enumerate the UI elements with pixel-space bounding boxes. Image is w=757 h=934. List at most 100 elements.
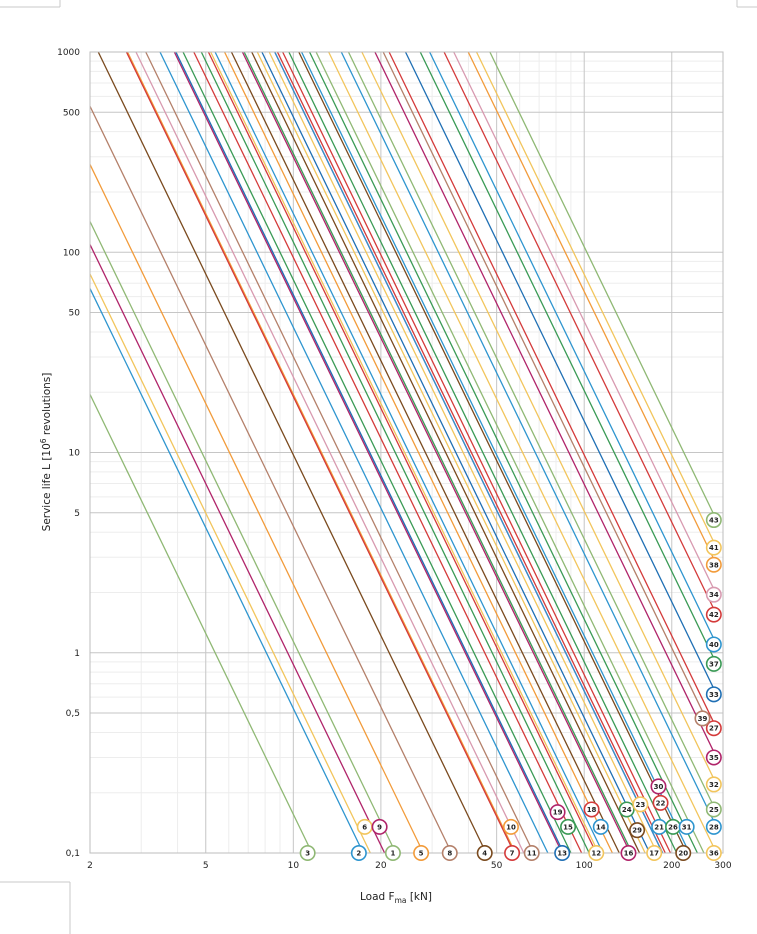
y-tick-label: 10 (69, 449, 81, 459)
x-tick-label: 200 (663, 861, 680, 871)
series-marker-25: 25 (705, 801, 722, 818)
marker-circle (592, 818, 609, 835)
series-line-37 (419, 51, 718, 665)
series-marker-1: 1 (384, 844, 401, 861)
series-marker-24: 24 (618, 801, 635, 818)
series-line-2 (89, 288, 364, 854)
series-marker-35: 35 (705, 749, 722, 766)
marker-label: 5 (419, 850, 424, 858)
marker-label: 17 (649, 850, 659, 858)
series-marker-18: 18 (583, 801, 600, 818)
series-line-25 (347, 51, 718, 813)
marker-circle (549, 804, 566, 821)
series-line-8 (89, 105, 453, 854)
marker-label: 40 (709, 641, 719, 649)
series-line-43 (489, 51, 718, 521)
marker-circle (413, 844, 430, 861)
marker-circle (705, 586, 722, 603)
series-marker-42: 42 (705, 606, 722, 623)
series-marker-29: 29 (629, 822, 646, 839)
marker-circle (705, 844, 722, 861)
series-marker-8: 8 (441, 844, 458, 861)
marker-circle (620, 844, 637, 861)
series-marker-9: 9 (371, 818, 388, 835)
series-line-33 (404, 51, 718, 695)
series-line-21 (274, 51, 664, 854)
marker-label: 2 (356, 850, 361, 858)
marker-label: 37 (709, 660, 719, 668)
series-line-42 (443, 51, 718, 615)
marker-label: 9 (377, 823, 382, 831)
series-marker-17: 17 (646, 844, 663, 861)
series-marker-2: 2 (350, 844, 367, 861)
marker-label: 36 (709, 850, 719, 858)
series-line-14 (214, 51, 604, 854)
y-tick-label: 1 (74, 649, 80, 659)
marker-circle (652, 794, 669, 811)
marker-label: 32 (709, 781, 719, 789)
series-marker-40: 40 (705, 636, 722, 653)
marker-circle (705, 686, 722, 703)
series-marker-5: 5 (413, 844, 430, 861)
series-line-15 (182, 51, 572, 854)
series-line-18 (207, 51, 597, 854)
marker-label: 1 (390, 850, 395, 858)
series-line-22 (276, 51, 666, 854)
marker-label: 6 (362, 823, 367, 831)
series-line-23 (256, 51, 646, 854)
series-marker-7: 7 (504, 844, 521, 861)
marker-label: 24 (622, 806, 632, 814)
marker-circle (705, 606, 722, 623)
marker-label: 20 (678, 850, 688, 858)
marker-label: 22 (656, 799, 666, 807)
series-marker-37: 37 (705, 655, 722, 672)
marker-label: 31 (682, 823, 692, 831)
series-line-9 (89, 244, 386, 854)
x-tick-label: 100 (576, 861, 593, 871)
marker-label: 18 (587, 806, 597, 814)
marker-label: 34 (709, 591, 719, 599)
x-tick-label: 5 (203, 861, 209, 871)
series-line-36 (328, 51, 718, 854)
series-line-26 (288, 51, 678, 854)
marker-label: 27 (709, 725, 719, 733)
series-line-19 (173, 51, 563, 854)
series-line-13 (175, 51, 565, 854)
series-line-7 (125, 51, 515, 854)
series-marker-28: 28 (705, 818, 722, 835)
plot-frame (89, 51, 724, 854)
y-tick-labels: 0,1 0,5 1 5 10 50 100 500 1000 (57, 48, 80, 859)
marker-label: 42 (709, 611, 719, 619)
marker-circle (705, 512, 722, 529)
series-line-17 (268, 51, 658, 854)
x-tick-label: 50 (491, 861, 503, 871)
x-axis-label: Load Fma [kN] (360, 891, 432, 905)
series-line-extra-2 (159, 51, 549, 854)
series-line-40 (429, 51, 718, 645)
marker-circle (502, 818, 519, 835)
series-marker-33: 33 (705, 686, 722, 703)
series-line-41 (475, 51, 718, 548)
x-tick-label: 300 (714, 861, 731, 871)
marker-circle (705, 636, 722, 653)
series-line-28 (340, 51, 718, 828)
series-line-39 (382, 51, 707, 719)
marker-label: 19 (553, 809, 563, 817)
y-tick-label: 0,5 (66, 709, 80, 719)
marker-label: 16 (624, 850, 634, 858)
y-tick-label: 1000 (57, 48, 80, 58)
series-line-6 (89, 273, 371, 854)
marker-label: 13 (557, 850, 567, 858)
series-marker-22: 22 (652, 794, 669, 811)
series-line-20 (298, 51, 688, 854)
series-line-5 (89, 164, 424, 854)
series-marker-36: 36 (705, 844, 722, 861)
marker-circle (632, 796, 649, 813)
series-marker-11: 11 (523, 844, 540, 861)
series-marker-31: 31 (678, 818, 695, 835)
marker-circle (650, 778, 667, 795)
series-line-10 (126, 51, 516, 854)
y-axis-label: Service life L [106 revolutions] (39, 373, 53, 532)
marker-circle (554, 844, 571, 861)
